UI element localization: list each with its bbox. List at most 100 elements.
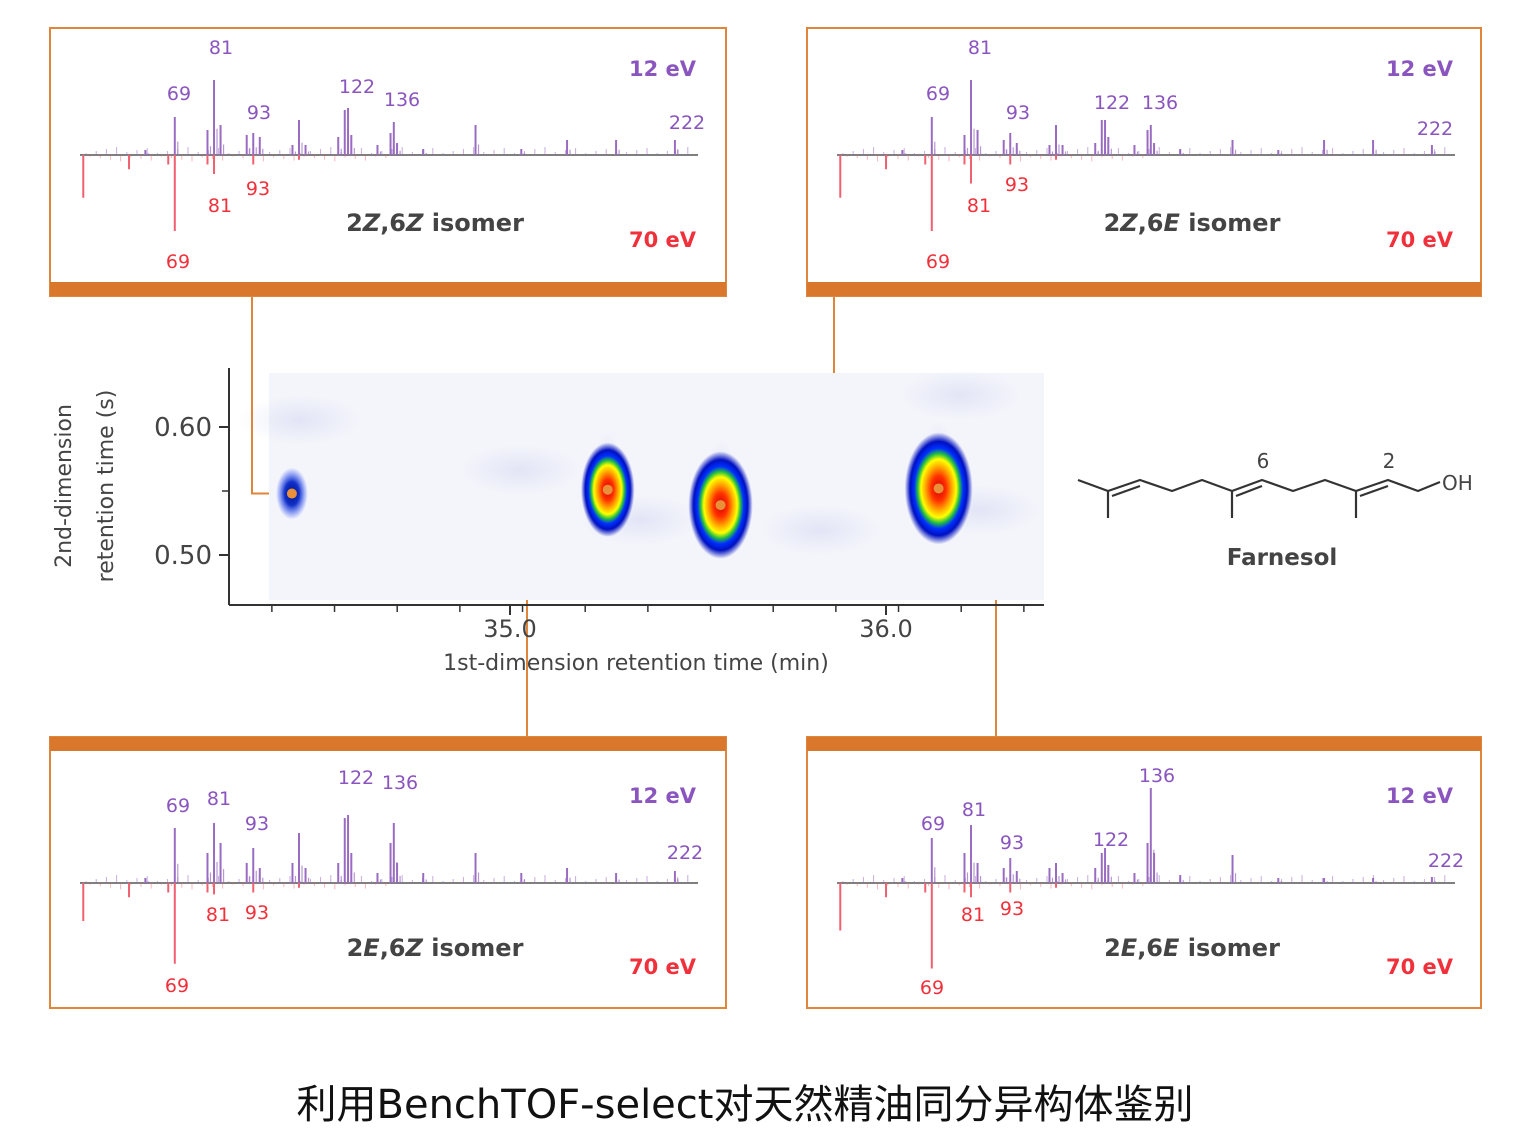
panel-color-bar (50, 282, 726, 296)
energy-label-12ev: 12 eV (629, 57, 697, 81)
panel-border (806, 736, 1482, 1009)
mz-label-12ev-93: 93 (1000, 832, 1024, 854)
mz-label-12ev-136: 136 (384, 89, 420, 111)
mz-label-12ev-81: 81 (207, 788, 231, 810)
double-bond-2 (1235, 484, 1263, 498)
isomer-title: 2Z,6Z isomer (346, 209, 524, 237)
isomer-title-part: ,6 (1138, 209, 1164, 237)
mz-label-12ev-122: 122 (1094, 92, 1130, 114)
mz-label-70ev-93: 93 (246, 178, 270, 200)
mz-label-12ev-93: 93 (245, 813, 269, 835)
energy-label-70ev: 70 eV (629, 228, 697, 252)
isomer-title-part: isomer (1180, 209, 1281, 237)
heatmap-haze (460, 445, 580, 495)
isomer-title-part: Z (405, 934, 424, 962)
energy-label-12ev: 12 eV (1386, 784, 1454, 808)
panel-color-bar (807, 282, 1481, 296)
panel-color-bar (807, 737, 1481, 751)
gcxgc-heatmap: 35.0 36.0 0.60 0.50 1st-dimension retention … (52, 368, 1044, 676)
mz-label-70ev-81: 81 (206, 904, 230, 926)
compound-name: Farnesol (1227, 545, 1338, 571)
y-tick-label-0.50: 0.50 (154, 541, 212, 571)
isomer-title-part: isomer (423, 209, 524, 237)
mz-label-12ev-136: 136 (1139, 765, 1175, 787)
mz-label-12ev-69: 69 (166, 795, 190, 817)
energy-label-70ev: 70 eV (1386, 955, 1454, 979)
mz-label-70ev-69: 69 (920, 977, 944, 999)
isomer-title-part: Z (405, 209, 424, 237)
mz-label-70ev-93: 93 (1005, 174, 1029, 196)
heatmap-haze (760, 505, 880, 555)
isomer-title-part: ,6 (380, 934, 406, 962)
mz-label-12ev-136: 136 (382, 772, 418, 794)
mz-label-12ev-122: 122 (1093, 829, 1129, 851)
isomer-title-part: Z (1119, 209, 1138, 237)
mz-label-70ev-69: 69 (926, 251, 950, 273)
isomer-title-part: 2 (346, 209, 363, 237)
mz-label-70ev-69: 69 (165, 975, 189, 997)
position-2-label: 2 (1383, 449, 1396, 473)
isomer-title-part: E (1164, 209, 1181, 237)
x-axis-label: 1st-dimension retention time (min) (443, 651, 829, 676)
figure-caption: 利用BenchTOF-select对天然精油同分异构体鉴别 (296, 1082, 1194, 1128)
spectrum-panel-2: 69 81 93 122 136 222 93 81 69 12 eV 70 eV 2Z,6E iso… (806, 27, 1482, 297)
heatmap-peak-marker (933, 483, 944, 494)
x-tick-label-36.0: 36.0 (859, 615, 912, 643)
isomer-title-part: ,6 (1137, 934, 1163, 962)
panel-border (49, 736, 727, 1009)
mz-label-12ev-69: 69 (921, 813, 945, 835)
mz-label-12ev-222: 222 (667, 842, 703, 864)
isomer-title-part: 2 (1104, 209, 1121, 237)
mz-label-70ev-81: 81 (208, 195, 232, 217)
mz-label-70ev-93: 93 (245, 902, 269, 924)
isomer-title-part: E (363, 934, 380, 962)
x-tick-label-35.0: 35.0 (483, 615, 536, 643)
mz-label-12ev-69: 69 (167, 83, 191, 105)
isomer-title-part: 2 (347, 934, 364, 962)
heatmap-peak-marker (286, 488, 297, 499)
energy-label-12ev: 12 eV (1386, 57, 1454, 81)
mz-label-70ev-81: 81 (961, 904, 985, 926)
isomer-title-part: Z (362, 209, 381, 237)
isomer-title-part: E (1163, 934, 1180, 962)
double-bond-3 (1359, 484, 1389, 498)
double-bond-1 (1111, 484, 1141, 498)
mz-label-12ev-222: 222 (1417, 118, 1453, 140)
panel-border (49, 27, 727, 297)
mz-label-12ev-136: 136 (1142, 92, 1178, 114)
mz-label-12ev-222: 222 (1428, 850, 1464, 872)
energy-label-70ev: 70 eV (1386, 228, 1454, 252)
heatmap-haze (900, 370, 1020, 420)
mz-label-12ev-222: 222 (669, 112, 705, 134)
mz-label-70ev-69: 69 (166, 251, 190, 273)
hydroxyl-label: OH (1442, 471, 1473, 495)
spectrum-panel-3: 69 81 93 122 136 222 81 93 69 12 eV 70 eV 2E,6Z iso… (49, 736, 727, 1009)
mz-label-12ev-122: 122 (338, 767, 374, 789)
isomer-title-part: E (1121, 934, 1138, 962)
mz-label-12ev-122: 122 (339, 76, 375, 98)
mz-label-12ev-81: 81 (968, 37, 992, 59)
mz-label-12ev-81: 81 (962, 799, 986, 821)
panel-color-bar (50, 737, 726, 751)
mz-label-12ev-93: 93 (1006, 102, 1030, 124)
spectrum-panel-4: 69 81 93 122 136 222 81 93 69 12 eV 70 eV 2E,6E iso… (806, 736, 1482, 1009)
panel-border (806, 27, 1482, 297)
energy-label-70ev: 70 eV (629, 955, 697, 979)
isomer-title-part: ,6 (380, 209, 406, 237)
y-axis-label-line2: retention time (s) (94, 390, 119, 583)
isomer-title: 2Z,6E isomer (1104, 209, 1281, 237)
heatmap-haze (240, 395, 360, 445)
isomer-title-part: isomer (423, 934, 524, 962)
mz-label-12ev-93: 93 (247, 102, 271, 124)
y-axis-label-line1: 2nd-dimension (52, 404, 77, 568)
farnesol-structure: 6 2 OH Farnesol (1077, 449, 1473, 571)
isomer-title: 2E,6E isomer (1104, 934, 1280, 962)
isomer-title-part: 2 (1104, 934, 1121, 962)
energy-label-12ev: 12 eV (629, 784, 697, 808)
mz-label-70ev-93: 93 (1000, 898, 1024, 920)
heatmap-peak-marker (715, 500, 726, 511)
isomer-title: 2E,6Z isomer (347, 934, 524, 962)
y-tick-label-0.60: 0.60 (154, 413, 212, 443)
